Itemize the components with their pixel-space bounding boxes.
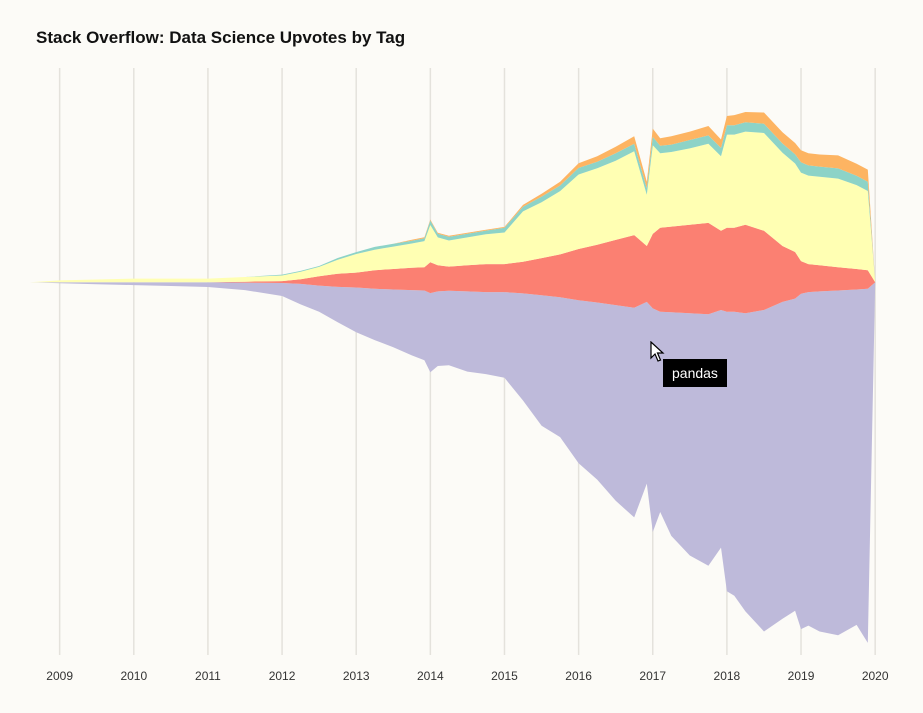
x-tick-label-2015: 2015 (491, 669, 518, 683)
stream-pandas[interactable] (30, 282, 876, 643)
stream-yellow[interactable] (30, 131, 876, 283)
x-tick-label-2009: 2009 (46, 669, 73, 683)
x-tick-label-2014: 2014 (417, 669, 444, 683)
stream-python-series-red[interactable] (30, 222, 876, 315)
x-tick-label-2020: 2020 (862, 669, 889, 683)
chart-title: Stack Overflow: Data Science Upvotes by … (36, 28, 406, 47)
x-tick-label-2012: 2012 (269, 669, 296, 683)
stream-layer (30, 112, 876, 643)
x-tick-label-2018: 2018 (714, 669, 741, 683)
x-tick-label-2011: 2011 (195, 669, 221, 683)
x-axis: 2009 2010 2011 2012 2013 2014 2015 2016 2017 2018… (46, 669, 889, 683)
x-tick-label-2017: 2017 (639, 669, 666, 683)
mouse-cursor-icon (650, 341, 665, 362)
x-tick-label-2013: 2013 (343, 669, 370, 683)
x-tick-label-2010: 2010 (120, 669, 147, 683)
tooltip: pandas (663, 359, 727, 387)
x-tick-label-2019: 2019 (788, 669, 815, 683)
x-tick-label-2016: 2016 (565, 669, 592, 683)
